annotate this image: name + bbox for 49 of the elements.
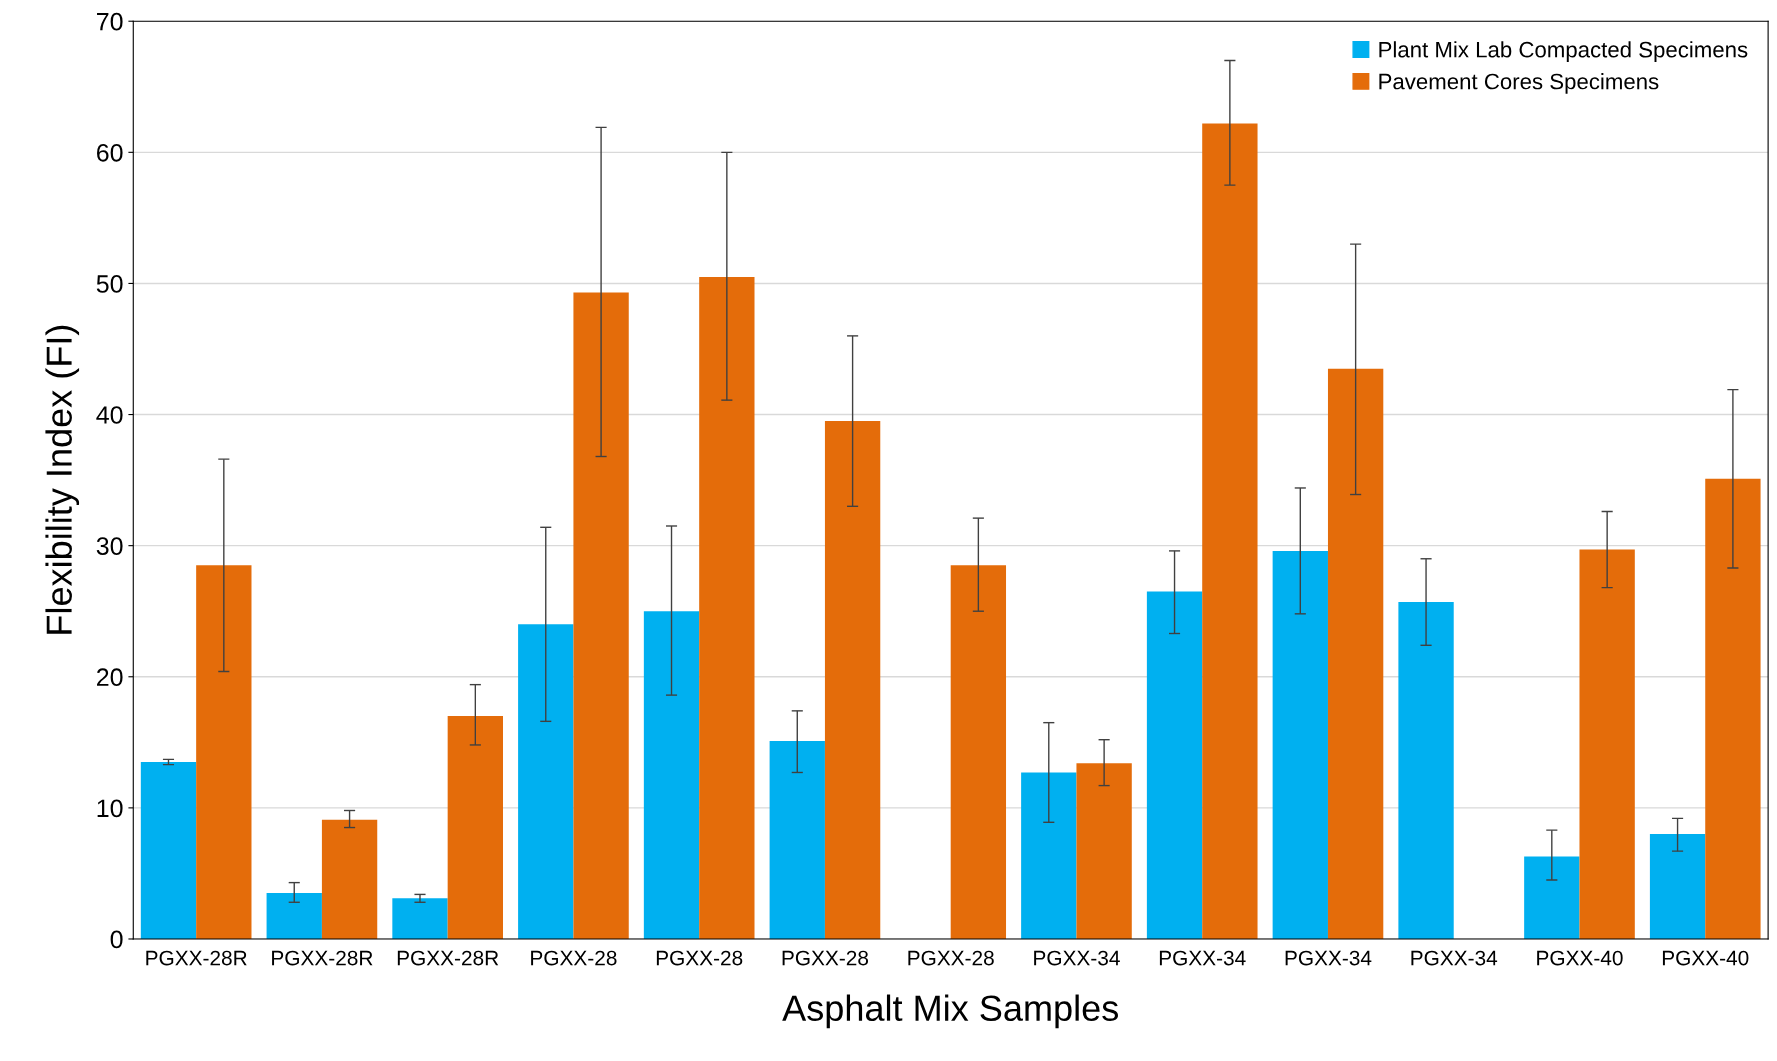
y-tick-label: 60	[97, 143, 123, 162]
bar	[643, 611, 700, 939]
y-tick-label: 20	[97, 668, 123, 687]
x-tick-label: PGXX-34	[1034, 950, 1120, 966]
x-tick-label: PGXX-28R	[272, 950, 373, 966]
y-axis-title: Flexibility Index (FI)	[45, 325, 80, 634]
x-tick-label: PGXX-34	[1159, 950, 1246, 966]
bar	[769, 741, 825, 939]
x-tick-label: PGXX-28R	[146, 950, 247, 966]
y-tick-label: 40	[96, 406, 123, 424]
y-tick-label: 30	[96, 537, 123, 555]
x-axis-title: Asphalt Mix Samples	[782, 994, 1118, 1029]
x-tick-label: PGXX-34	[1411, 950, 1498, 966]
bar	[824, 421, 881, 939]
bar	[1649, 834, 1706, 939]
bar	[1524, 856, 1580, 939]
bar	[950, 565, 1007, 939]
bar	[196, 565, 252, 939]
x-tick-label: PGXX-28	[908, 950, 994, 966]
bar	[1021, 772, 1077, 939]
bar	[573, 292, 629, 939]
y-tick-label: 0	[110, 930, 123, 949]
bar	[1579, 549, 1635, 939]
bar	[447, 716, 503, 939]
bar	[1272, 550, 1328, 939]
x-tick-label: PGXX-28R	[397, 950, 499, 966]
x-tick-label: PGXX-34	[1285, 950, 1372, 966]
bar	[392, 898, 448, 939]
legend-label: Pavement Cores Specimens	[1379, 73, 1659, 94]
bar	[266, 893, 322, 939]
bar	[1705, 478, 1761, 939]
x-tick-label: PGXX-40	[1662, 950, 1749, 966]
y-tick-label: 70	[97, 12, 123, 31]
y-tick-label: 50	[96, 275, 123, 293]
x-tick-label: PGXX-28	[531, 950, 617, 966]
bar	[140, 761, 197, 939]
bar	[1327, 368, 1384, 939]
x-tick-label: PGXX-28	[782, 950, 869, 966]
legend-label: Plant Mix Lab Compacted Specimens	[1379, 41, 1748, 62]
bar	[518, 624, 574, 939]
bar	[1202, 123, 1258, 939]
y-tick-label: 10	[97, 799, 123, 818]
x-tick-label: PGXX-40	[1537, 950, 1623, 966]
x-tick-label: PGXX-28	[656, 950, 743, 966]
bar	[699, 276, 755, 939]
bar	[1398, 602, 1454, 939]
bar	[321, 819, 378, 939]
bar	[1076, 763, 1132, 939]
bar	[1146, 591, 1203, 939]
